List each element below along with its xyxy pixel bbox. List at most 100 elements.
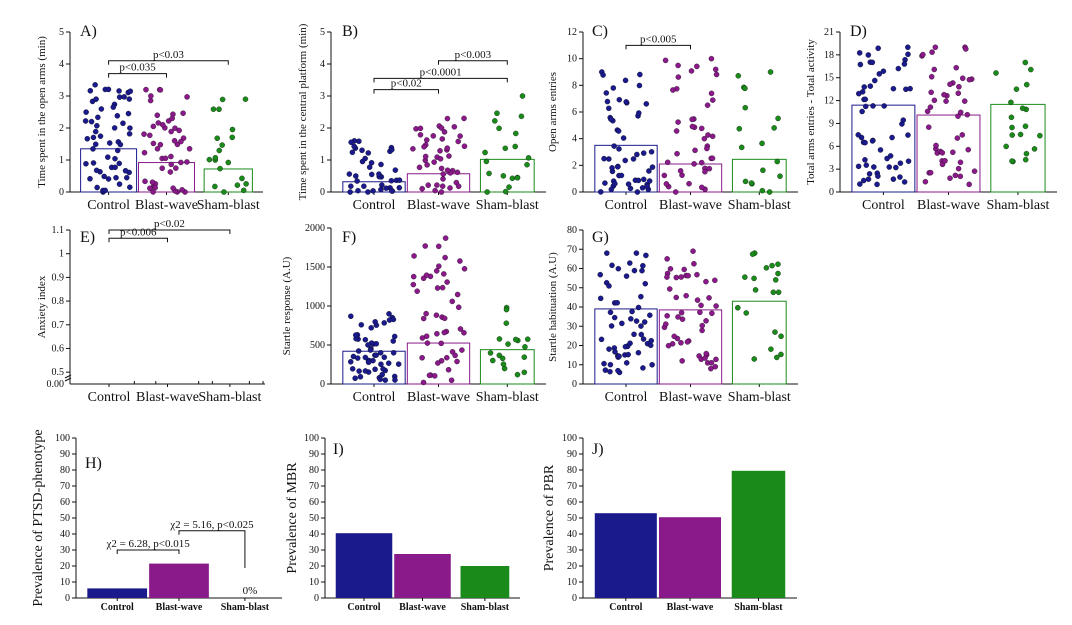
- data-point: [615, 367, 621, 374]
- data-point: [881, 103, 887, 109]
- data-point: [702, 168, 708, 175]
- data-point: [441, 329, 448, 336]
- data-point: [157, 141, 164, 148]
- data-point: [644, 183, 650, 190]
- data-point: [872, 77, 878, 84]
- y-tick-label: 30: [567, 545, 577, 556]
- x-tick-label: Sham-blast: [461, 602, 510, 613]
- data-point: [692, 147, 698, 154]
- y-tick-label: 10: [309, 577, 319, 588]
- x-tick-label: Sham-blast: [734, 602, 783, 613]
- data-point: [483, 158, 490, 165]
- data-point: [889, 134, 895, 141]
- data-point: [212, 183, 218, 190]
- y-tick-label: 0.5: [52, 367, 65, 378]
- panel-label: A): [80, 23, 97, 40]
- data-point: [943, 98, 949, 104]
- data-point: [636, 110, 642, 116]
- data-point: [116, 160, 123, 167]
- data-point: [956, 83, 962, 90]
- data-point: [431, 373, 438, 379]
- data-point: [437, 156, 444, 162]
- data-point: [713, 356, 719, 363]
- data-point: [444, 354, 450, 361]
- data-point: [673, 274, 680, 281]
- data-point: [217, 165, 223, 172]
- mean-bar: [990, 103, 1046, 193]
- data-point: [347, 359, 354, 365]
- data-point: [359, 147, 365, 153]
- data-point: [95, 114, 101, 121]
- data-point: [348, 313, 354, 319]
- data-point: [373, 340, 380, 347]
- y-axis-title: Startle habituation (A.U): [547, 252, 559, 362]
- data-point: [484, 189, 490, 195]
- panel-label: J): [592, 441, 604, 458]
- data-point: [857, 61, 864, 68]
- data-point: [432, 187, 438, 194]
- data-point: [862, 139, 868, 146]
- data-point: [694, 63, 700, 70]
- y-tick-label: 0: [320, 187, 325, 198]
- data-point: [674, 150, 680, 157]
- data-point: [439, 284, 446, 291]
- y-tick-label: 40: [309, 529, 319, 540]
- data-point: [971, 168, 978, 174]
- data-point: [152, 184, 158, 191]
- y-tick-label: 90: [309, 449, 319, 460]
- data-point: [419, 185, 425, 192]
- data-point: [671, 333, 677, 340]
- significance-label: χ2 = 6.28, p<0.015: [105, 538, 190, 550]
- data-point: [395, 361, 402, 367]
- y-tick-label: 20: [309, 561, 319, 572]
- data-point: [102, 187, 108, 194]
- data-point: [434, 285, 441, 291]
- data-point: [616, 353, 622, 359]
- data-point: [957, 159, 964, 166]
- data-point: [509, 175, 516, 182]
- data-point: [924, 108, 931, 115]
- data-point: [383, 185, 389, 191]
- x-tick-label: Blast-wave: [667, 602, 714, 613]
- data-point: [92, 128, 99, 135]
- data-point: [381, 320, 387, 326]
- data-point: [444, 115, 451, 122]
- panel-label: D): [850, 23, 867, 40]
- data-point: [416, 164, 423, 171]
- data-point: [348, 139, 354, 145]
- data-point: [772, 277, 779, 283]
- data-point: [742, 274, 748, 280]
- data-point: [606, 156, 612, 162]
- x-tick-label: Blast-wave: [917, 198, 980, 213]
- data-point: [625, 181, 632, 187]
- significance-label: p<0.0001: [420, 66, 462, 78]
- mean-bar: [203, 168, 253, 193]
- data-point: [1009, 158, 1015, 164]
- data-point: [698, 125, 705, 132]
- y-tick-label: 0: [829, 187, 834, 198]
- bar: [394, 554, 451, 598]
- data-point: [604, 98, 611, 105]
- data-point: [83, 109, 89, 115]
- data-point: [142, 178, 148, 185]
- y-tick-label: 0: [572, 593, 577, 604]
- data-point: [239, 175, 245, 182]
- data-point: [616, 96, 623, 103]
- x-tick-label: Control: [101, 602, 134, 613]
- mean-bar: [916, 114, 981, 193]
- data-point: [646, 168, 652, 174]
- data-point: [612, 349, 618, 355]
- data-point: [766, 189, 773, 195]
- data-point: [735, 305, 741, 311]
- x-tick-label: Blast-wave: [407, 390, 470, 405]
- data-point: [705, 132, 711, 138]
- data-point: [664, 313, 670, 319]
- y-axis-title: Prevalence of MBR: [285, 462, 300, 574]
- data-point: [701, 135, 708, 142]
- data-point: [706, 295, 712, 301]
- mean-bar: [658, 163, 723, 193]
- y-axis-title: Total arms entries - Total activity: [805, 39, 817, 185]
- data-point: [159, 165, 165, 171]
- data-point: [141, 131, 147, 137]
